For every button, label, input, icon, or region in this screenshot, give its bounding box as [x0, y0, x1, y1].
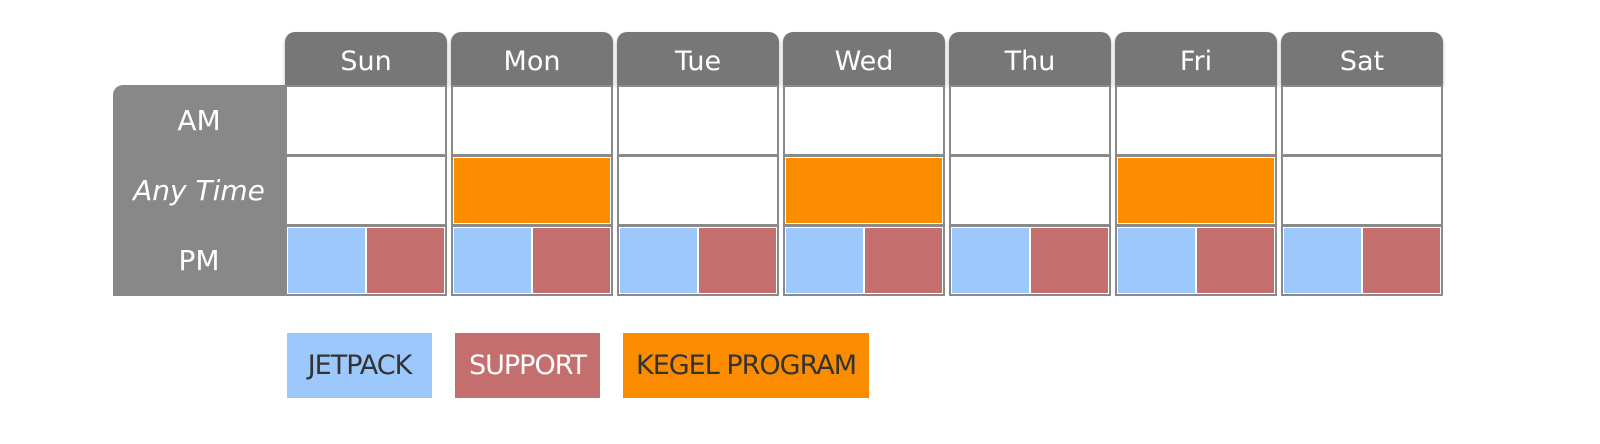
day-header: Sun — [285, 32, 447, 85]
schedule-cell — [617, 225, 779, 296]
schedule-cell — [1115, 225, 1277, 296]
program-block — [1118, 158, 1274, 223]
schedule-cell — [949, 155, 1111, 226]
schedule-cell — [451, 85, 613, 156]
program-block — [699, 228, 776, 293]
schedule-cell — [1281, 155, 1443, 226]
schedule-cell — [451, 225, 613, 296]
schedule-cell — [949, 225, 1111, 296]
program-block — [1031, 228, 1108, 293]
legend-item: KEGEL PROGRAM — [623, 333, 869, 398]
schedule-cell — [285, 155, 447, 226]
period-label: Any Time — [113, 155, 285, 226]
schedule-cell — [1281, 85, 1443, 156]
schedule-cell — [1115, 155, 1277, 226]
program-block — [786, 158, 942, 223]
program-block — [288, 228, 365, 293]
schedule-cell — [1281, 225, 1443, 296]
day-header: Fri — [1115, 32, 1277, 85]
program-block — [1284, 228, 1361, 293]
day-header: Sat — [1281, 32, 1443, 85]
day-header: Tue — [617, 32, 779, 85]
program-block — [454, 158, 610, 223]
program-block — [1118, 228, 1195, 293]
schedule-cell — [451, 155, 613, 226]
schedule-cell — [783, 85, 945, 156]
program-block — [620, 228, 697, 293]
schedule-cell — [783, 225, 945, 296]
schedule-cell — [1115, 85, 1277, 156]
schedule-cell — [285, 85, 447, 156]
schedule-cell — [949, 85, 1111, 156]
schedule-cell — [783, 155, 945, 226]
legend-item: SUPPORT — [455, 333, 600, 398]
program-block — [454, 228, 531, 293]
day-header: Thu — [949, 32, 1111, 85]
program-block — [533, 228, 610, 293]
schedule-cell — [617, 155, 779, 226]
schedule-cell — [617, 85, 779, 156]
program-block — [1197, 228, 1274, 293]
program-block — [865, 228, 942, 293]
schedule-cell — [285, 225, 447, 296]
period-label: PM — [113, 225, 285, 296]
day-header: Mon — [451, 32, 613, 85]
program-block — [786, 228, 863, 293]
program-block — [367, 228, 444, 293]
program-block — [1363, 228, 1440, 293]
period-label: AM — [113, 85, 285, 156]
day-header: Wed — [783, 32, 945, 85]
legend-item: JETPACK — [287, 333, 432, 398]
program-block — [952, 228, 1029, 293]
